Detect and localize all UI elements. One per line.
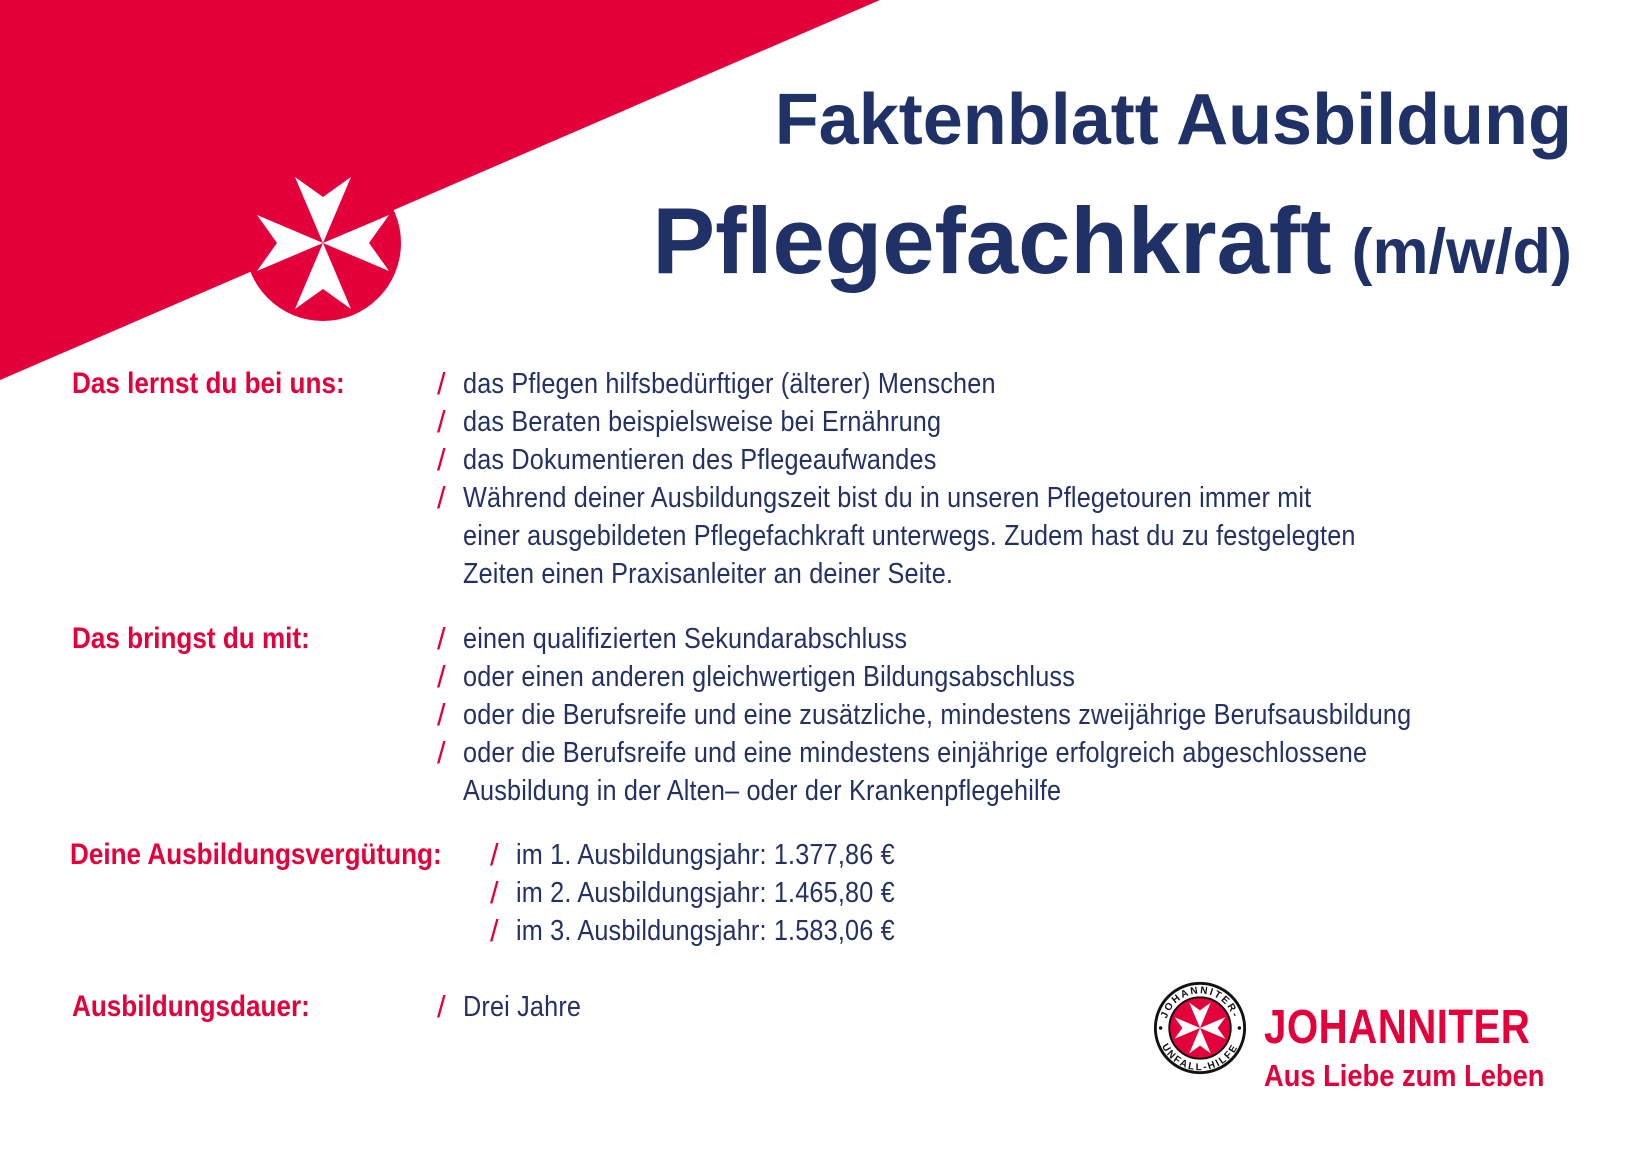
brand-claim: Aus Liebe zum Leben <box>1264 1058 1545 1093</box>
bullet-line: /einer ausgebildeten Pflegefachkraft unt… <box>437 517 1489 555</box>
brand-wordmark: JOHANNITER <box>1264 1001 1531 1054</box>
bullet-text: das Pflegen hilfsbedürftiger (älterer) M… <box>463 368 996 400</box>
bullet-line: / im 1. Ausbildungsjahr: 1.377,86 € <box>490 836 951 874</box>
bullet-line: /Ausbildung in der Alten– oder der Krank… <box>437 772 1553 810</box>
slash-bullet-icon: / <box>437 989 446 1024</box>
bullet-line: / oder einen anderen gleichwertigen Bildu… <box>437 658 1553 696</box>
slash-bullet-icon: / <box>437 404 446 439</box>
page-title-row: Pflegefachkraft (m/w/d) <box>652 194 1572 288</box>
bullet-list-verguetung: / im 1. Ausbildungsjahr: 1.377,86 € / im 2.… <box>490 836 951 950</box>
bullet-text: das Beraten beispielsweise bei Ernährung <box>463 406 942 438</box>
section-label-dauer: Ausbildungsdauer: <box>72 990 310 1023</box>
top-banner <box>0 0 880 380</box>
bullet-text: oder die Berufsreife und eine mindestens… <box>463 737 1368 769</box>
bullet-line: / oder die Berufsreife und eine mindesten… <box>437 734 1553 772</box>
title-gender-suffix: (m/w/d) <box>1351 217 1572 287</box>
page-title: Pflegefachkraft <box>652 188 1332 293</box>
bullet-text: einen qualifizierten Sekundarabschluss <box>463 623 908 655</box>
bullet-text: oder einen anderen gleichwertigen Bildun… <box>463 661 1076 693</box>
bullet-line: / Während deiner Ausbildungszeit bist du … <box>437 479 1489 517</box>
bullet-text: im 2. Ausbildungsjahr: 1.465,80 € <box>516 877 895 909</box>
bullet-text: oder die Berufsreife und eine zusätzlich… <box>463 699 1412 731</box>
bullet-text: das Dokumentieren des Pflegeaufwandes <box>463 444 937 476</box>
bullet-line: / im 3. Ausbildungsjahr: 1.583,06 € <box>490 912 951 950</box>
slash-bullet-icon: / <box>437 442 446 477</box>
document-type-label: Faktenblatt Ausbildung <box>774 80 1572 160</box>
slash-bullet-icon: / <box>437 480 446 515</box>
bullet-line: /Zeiten einen Praxisanleiter an deiner S… <box>437 555 1489 593</box>
bullet-line: / Drei Jahre <box>437 988 599 1026</box>
slash-bullet-icon: / <box>437 697 446 732</box>
bullet-text: im 3. Ausbildungsjahr: 1.583,06 € <box>516 915 895 947</box>
bullet-list-dauer: / Drei Jahre <box>437 988 599 1026</box>
slash-bullet-icon: / <box>437 735 446 770</box>
section-label-lernst: Das lernst du bei uns: <box>72 367 345 400</box>
bullet-line: / das Pflegen hilfsbedürftiger (älterer) … <box>437 365 1489 403</box>
bullet-line: / das Beraten beispielsweise bei Ernährun… <box>437 403 1489 441</box>
section-label-bringst: Das bringst du mit: <box>72 622 310 655</box>
slash-bullet-icon: / <box>437 659 446 694</box>
bullet-line: / oder die Berufsreife und eine zusätzlic… <box>437 696 1553 734</box>
section-label-verguetung: Deine Ausbildungsvergütung: <box>70 838 442 871</box>
johanniter-seal-icon: JOHANNITER- UNFALL-HILFE <box>1153 981 1247 1075</box>
bullet-text: Zeiten einen Praxisanleiter an deiner Se… <box>463 558 954 590</box>
bullet-text: Ausbildung in der Alten– oder der Kranke… <box>463 775 1062 807</box>
bullet-text: Drei Jahre <box>463 991 582 1023</box>
bullet-line: / das Dokumentieren des Pflegeaufwandes <box>437 441 1489 479</box>
bullet-text: im 1. Ausbildungsjahr: 1.377,86 € <box>516 839 895 871</box>
bullet-list-bringst: / einen qualifizierten Sekundarabschluss /… <box>437 620 1553 810</box>
slash-bullet-icon: / <box>490 913 499 948</box>
bullet-line: / einen qualifizierten Sekundarabschluss <box>437 620 1553 658</box>
slash-bullet-icon: / <box>490 837 499 872</box>
bullet-text: einer ausgebildeten Pflegefachkraft unte… <box>463 520 1356 552</box>
slash-bullet-icon: / <box>490 875 499 910</box>
slash-bullet-icon: / <box>437 366 446 401</box>
bullet-text: Während deiner Ausbildungszeit bist du i… <box>463 482 1312 514</box>
bullet-list-lernst: / das Pflegen hilfsbedürftiger (älterer) … <box>437 365 1489 593</box>
slash-bullet-icon: / <box>437 621 446 656</box>
bullet-line: / im 2. Ausbildungsjahr: 1.465,80 € <box>490 874 951 912</box>
